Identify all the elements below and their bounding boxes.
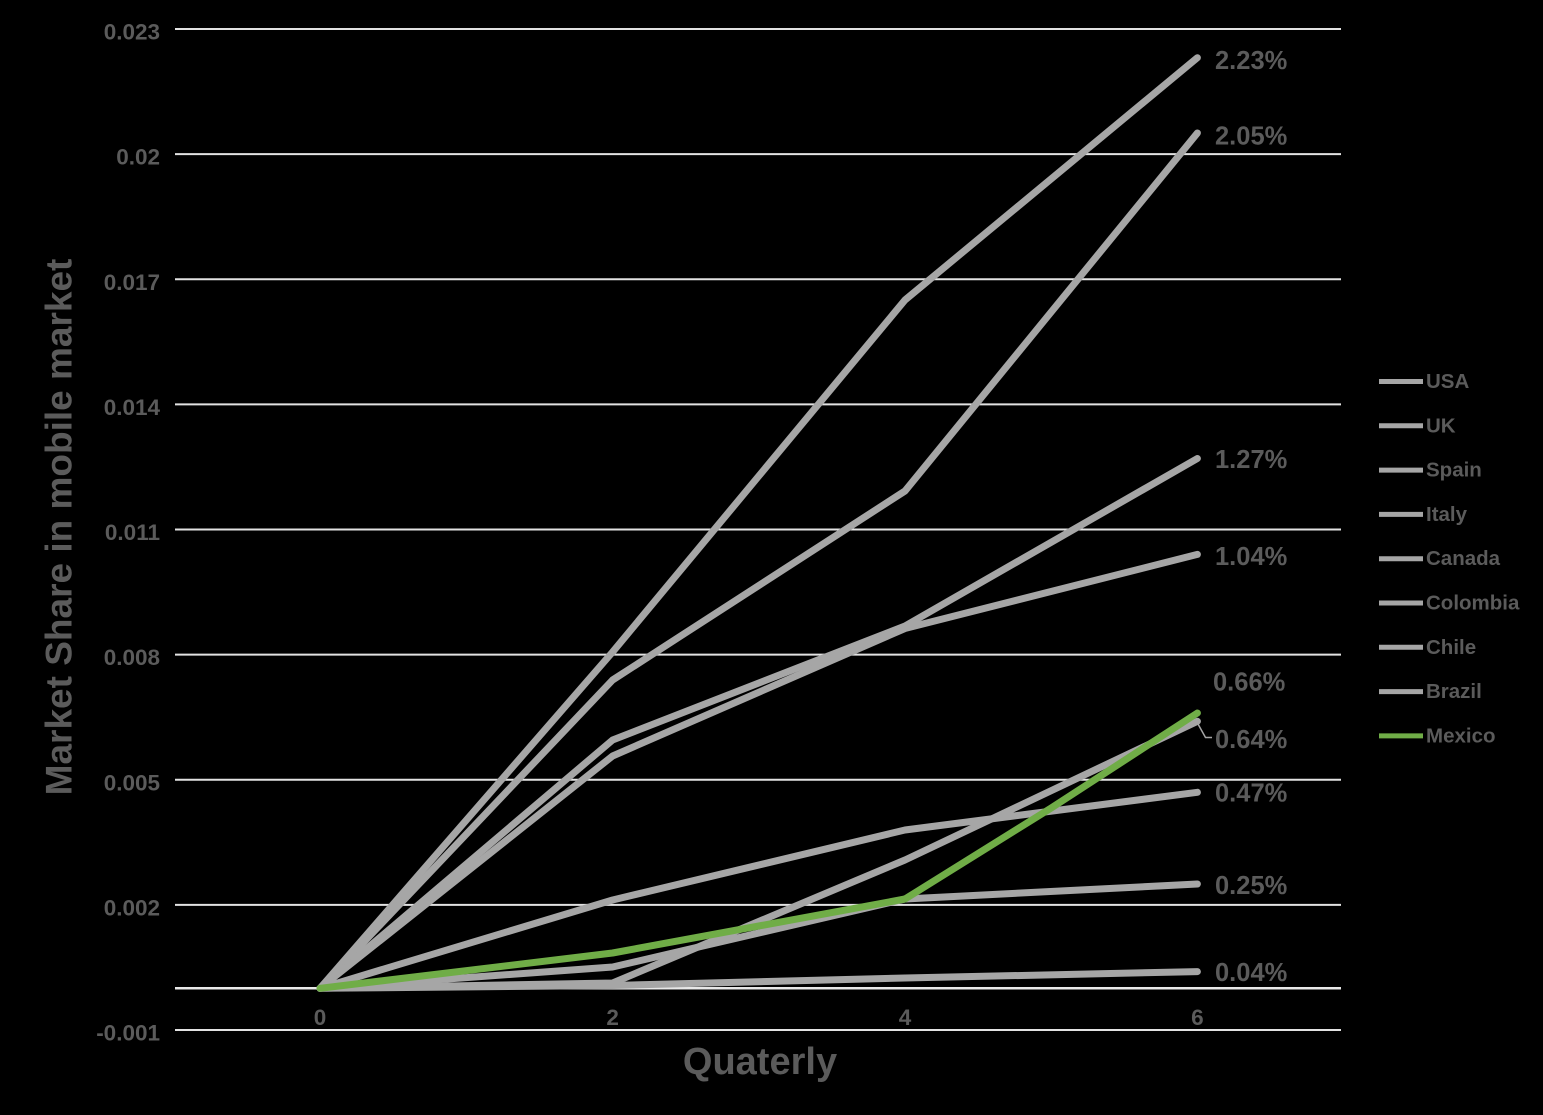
- svg-text:0.011: 0.011: [105, 520, 160, 545]
- svg-text:0: 0: [314, 1005, 327, 1030]
- svg-text:6: 6: [1191, 1005, 1204, 1030]
- svg-text:0.02: 0.02: [116, 145, 160, 170]
- svg-text:2.23%: 2.23%: [1215, 47, 1287, 75]
- svg-text:0.002: 0.002: [104, 895, 160, 920]
- svg-text:Chile: Chile: [1426, 636, 1476, 659]
- svg-text:Market Share in mobile market: Market Share in mobile market: [39, 259, 80, 796]
- svg-text:Canada: Canada: [1426, 547, 1501, 570]
- svg-text:0.008: 0.008: [104, 645, 160, 670]
- svg-text:Colombia: Colombia: [1426, 592, 1520, 615]
- svg-text:0.25%: 0.25%: [1215, 872, 1287, 900]
- svg-text:0.47%: 0.47%: [1215, 780, 1287, 808]
- svg-text:UK: UK: [1426, 414, 1456, 437]
- svg-text:0.017: 0.017: [104, 270, 160, 295]
- svg-text:2: 2: [606, 1005, 619, 1030]
- svg-text:0.66%: 0.66%: [1213, 669, 1285, 697]
- svg-text:4: 4: [899, 1005, 912, 1030]
- svg-text:0.023: 0.023: [104, 20, 160, 45]
- svg-text:0.005: 0.005: [104, 770, 160, 795]
- svg-text:Mexico: Mexico: [1426, 724, 1496, 747]
- svg-text:0.64%: 0.64%: [1215, 726, 1287, 754]
- svg-text:Spain: Spain: [1426, 459, 1482, 482]
- svg-text:1.04%: 1.04%: [1215, 543, 1287, 571]
- svg-text:1.27%: 1.27%: [1215, 446, 1287, 474]
- svg-text:0.04%: 0.04%: [1215, 959, 1287, 987]
- svg-text:Italy: Italy: [1426, 503, 1468, 526]
- svg-text:Quaterly: Quaterly: [683, 1041, 837, 1083]
- svg-text:Brazil: Brazil: [1426, 680, 1482, 703]
- svg-text:USA: USA: [1426, 370, 1469, 393]
- svg-text:-0.001: -0.001: [96, 1021, 160, 1046]
- svg-text:0.014: 0.014: [104, 395, 161, 420]
- svg-text:2.05%: 2.05%: [1215, 123, 1287, 151]
